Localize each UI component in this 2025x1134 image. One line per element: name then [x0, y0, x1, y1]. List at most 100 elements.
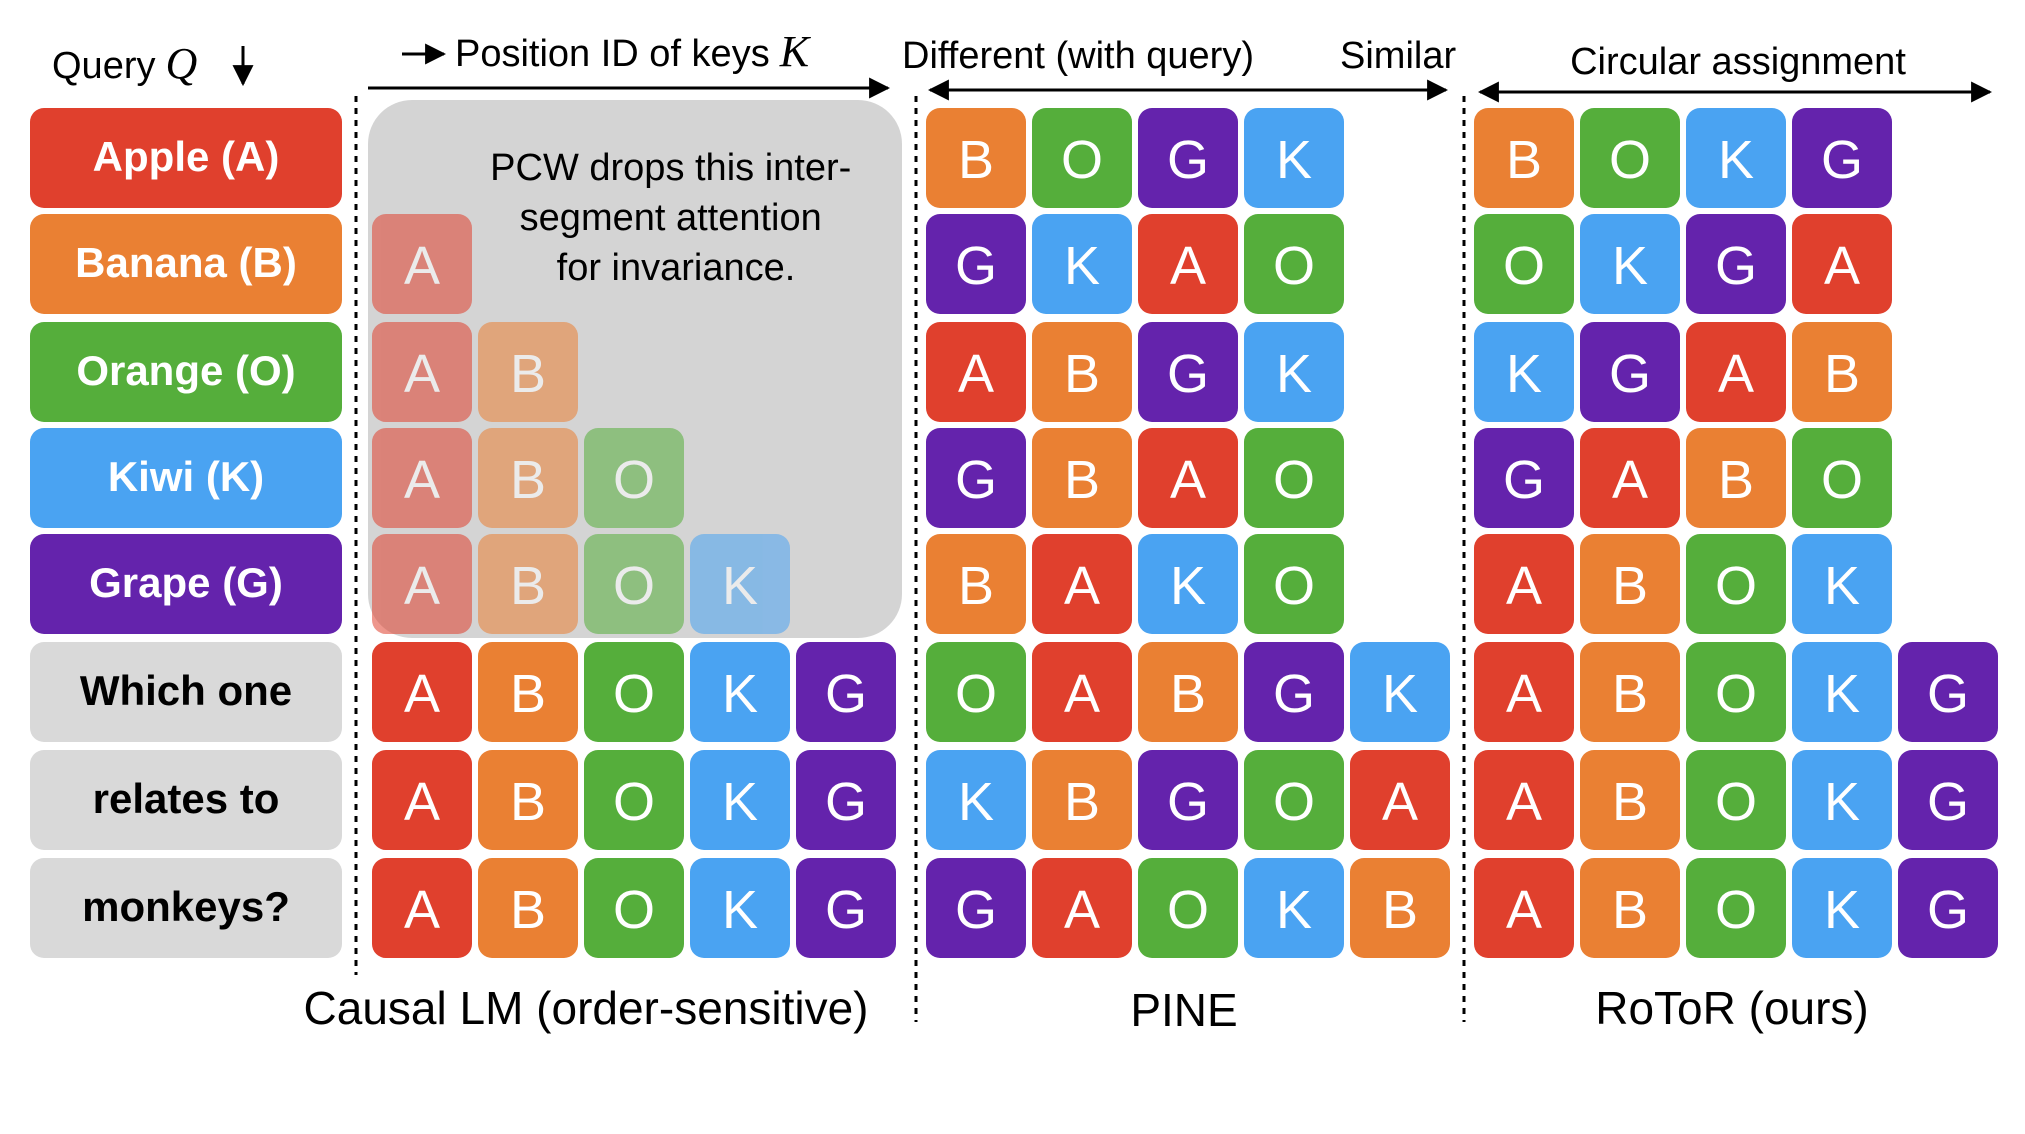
pcw-note: PCW drops this inter- segment attention …	[490, 147, 862, 289]
token-letter: K	[1824, 772, 1860, 832]
token-box	[690, 534, 790, 634]
token-letter: O	[955, 664, 997, 724]
token-cell: A	[372, 214, 472, 314]
token-box	[1244, 322, 1344, 422]
token-cell: A	[372, 428, 472, 528]
query-item: monkeys?	[30, 858, 342, 958]
token-letter: K	[1506, 344, 1542, 404]
token-letter: A	[1612, 450, 1648, 510]
query-label: Orange (O)	[76, 347, 295, 394]
token-box	[1032, 214, 1132, 314]
token-box	[1032, 428, 1132, 528]
token-cell: K	[690, 858, 790, 958]
token-box	[1138, 108, 1238, 208]
token-letter: O	[1273, 450, 1315, 510]
token-letter: B	[1718, 450, 1754, 510]
token-box	[1686, 534, 1786, 634]
token-box	[372, 534, 472, 634]
token-letter: A	[1064, 880, 1100, 940]
token-box	[1792, 322, 1892, 422]
token-letter: K	[1276, 344, 1312, 404]
token-cell: O	[584, 858, 684, 958]
token-cell: B	[1580, 642, 1680, 742]
token-cell: K	[690, 534, 790, 634]
rotor-grid: B O K GO K G AK G A BG A B OA B O KA B O K GA B O K GA B O K G	[1474, 108, 1998, 958]
token-box	[926, 428, 1026, 528]
token-letter: B	[510, 344, 546, 404]
token-cell: B	[1350, 858, 1450, 958]
query-header: Query Q	[52, 39, 197, 88]
token-box	[1244, 214, 1344, 314]
query-label: Which one	[80, 667, 292, 714]
token-box	[1792, 534, 1892, 634]
token-cell: K	[1350, 642, 1450, 742]
token-box	[796, 642, 896, 742]
token-cell: A	[1474, 534, 1574, 634]
token-box	[1244, 750, 1344, 850]
token-cell: K	[1474, 322, 1574, 422]
token-box	[1138, 534, 1238, 634]
token-box	[1792, 750, 1892, 850]
query-box	[30, 322, 342, 422]
token-letter: A	[1382, 772, 1418, 832]
token-cell: B	[1580, 858, 1680, 958]
token-cell: B	[926, 108, 1026, 208]
token-box	[926, 858, 1026, 958]
token-letter: K	[1824, 664, 1860, 724]
token-letter: B	[1612, 880, 1648, 940]
token-cell: G	[1138, 750, 1238, 850]
token-box	[372, 858, 472, 958]
token-letter: O	[1167, 880, 1209, 940]
token-cell: G	[1898, 858, 1998, 958]
query-label: Grape (G)	[89, 559, 283, 606]
token-letter: A	[404, 664, 440, 724]
token-letter: O	[613, 556, 655, 616]
token-letter: B	[1170, 664, 1206, 724]
token-letter: G	[1503, 450, 1545, 510]
token-letter: O	[1715, 664, 1757, 724]
token-cell: A	[1474, 858, 1574, 958]
token-cell: G	[1898, 642, 1998, 742]
token-cell: B	[1686, 428, 1786, 528]
token-letter: B	[1612, 556, 1648, 616]
token-letter: K	[1276, 880, 1312, 940]
token-cell: G	[796, 858, 896, 958]
token-letter: A	[404, 450, 440, 510]
token-box	[478, 534, 578, 634]
token-letter: O	[613, 772, 655, 832]
token-cell: K	[1244, 322, 1344, 422]
token-box	[1244, 108, 1344, 208]
token-cell: O	[1686, 534, 1786, 634]
token-box	[690, 858, 790, 958]
token-box	[1474, 750, 1574, 850]
token-cell: A	[1474, 750, 1574, 850]
token-letter: K	[722, 556, 758, 616]
token-cell: O	[584, 428, 684, 528]
token-cell: K	[690, 642, 790, 742]
token-box	[926, 108, 1026, 208]
token-letter: K	[1064, 236, 1100, 296]
query-item: Apple (A)	[30, 108, 342, 208]
token-box	[1686, 858, 1786, 958]
token-cell: G	[1580, 322, 1680, 422]
token-cell: B	[1580, 750, 1680, 850]
token-cell: A	[372, 750, 472, 850]
query-item: Orange (O)	[30, 322, 342, 422]
token-box	[1792, 214, 1892, 314]
token-box	[478, 322, 578, 422]
token-cell: G	[1686, 214, 1786, 314]
token-box	[1686, 750, 1786, 850]
token-box	[1244, 534, 1344, 634]
token-letter: B	[958, 130, 994, 190]
token-box	[478, 428, 578, 528]
token-letter: G	[1609, 344, 1651, 404]
token-letter: A	[1064, 664, 1100, 724]
query-box	[30, 108, 342, 208]
token-cell: O	[584, 750, 684, 850]
token-cell: A	[1474, 642, 1574, 742]
token-box	[1474, 858, 1574, 958]
token-box	[584, 534, 684, 634]
token-cell: G	[1474, 428, 1574, 528]
pine-footer: PINE	[1130, 984, 1237, 1036]
token-box	[478, 750, 578, 850]
